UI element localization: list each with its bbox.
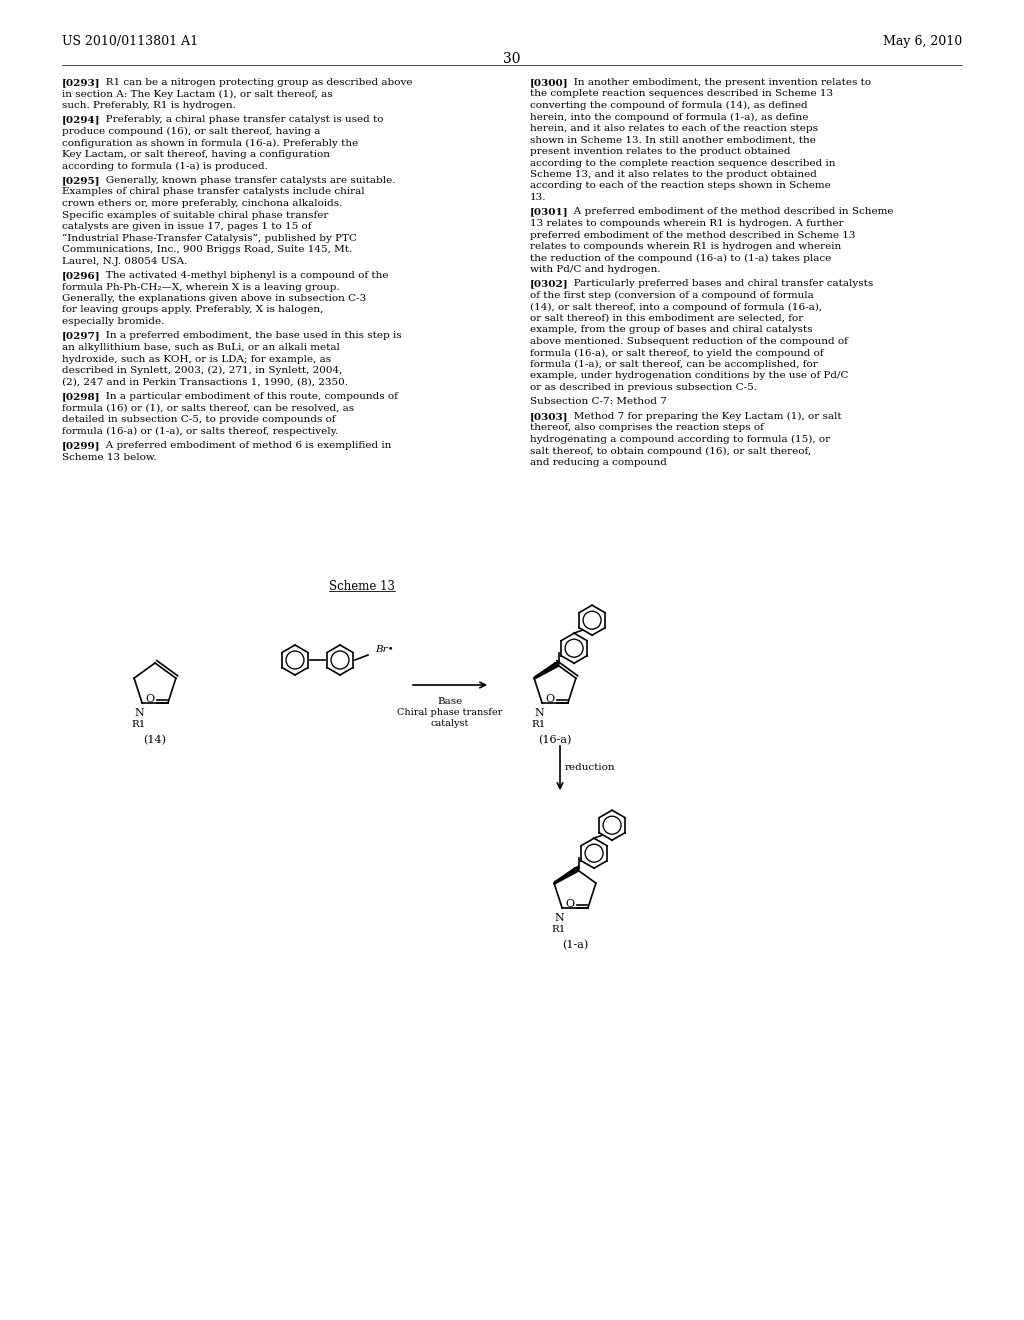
Text: May 6, 2010: May 6, 2010 — [883, 36, 962, 48]
Text: Generally, the explanations given above in subsection C-3: Generally, the explanations given above … — [62, 294, 367, 304]
Text: [0298]: [0298] — [62, 392, 100, 401]
Text: hydrogenating a compound according to formula (15), or: hydrogenating a compound according to fo… — [530, 436, 830, 444]
Text: salt thereof, to obtain compound (16), or salt thereof,: salt thereof, to obtain compound (16), o… — [530, 446, 811, 455]
Text: O: O — [145, 694, 155, 704]
Text: in section A: The Key Lactam (1), or salt thereof, as: in section A: The Key Lactam (1), or sal… — [62, 90, 333, 99]
Text: Key Lactam, or salt thereof, having a configuration: Key Lactam, or salt thereof, having a co… — [62, 150, 330, 158]
Text: configuration as shown in formula (16-a). Preferably the: configuration as shown in formula (16-a)… — [62, 139, 358, 148]
Text: relates to compounds wherein R1 is hydrogen and wherein: relates to compounds wherein R1 is hydro… — [530, 242, 842, 251]
Text: (16-a): (16-a) — [539, 735, 571, 746]
Text: according to formula (1-a) is produced.: according to formula (1-a) is produced. — [62, 161, 268, 170]
Text: Base: Base — [437, 697, 463, 706]
Text: Generally, known phase transfer catalysts are suitable.: Generally, known phase transfer catalyst… — [96, 176, 395, 185]
Text: (2), 247 and in Perkin Transactions 1, 1990, (8), 2350.: (2), 247 and in Perkin Transactions 1, 1… — [62, 378, 348, 387]
Text: R1: R1 — [531, 721, 546, 729]
Text: N: N — [134, 708, 144, 718]
Text: for leaving groups apply. Preferably, X is halogen,: for leaving groups apply. Preferably, X … — [62, 305, 324, 314]
Text: converting the compound of formula (14), as defined: converting the compound of formula (14),… — [530, 102, 808, 110]
Text: Method 7 for preparing the Key Lactam (1), or salt: Method 7 for preparing the Key Lactam (1… — [564, 412, 842, 421]
Text: above mentioned. Subsequent reduction of the compound of: above mentioned. Subsequent reduction of… — [530, 337, 848, 346]
Text: [0297]: [0297] — [62, 331, 100, 341]
Text: O: O — [546, 694, 554, 704]
Text: especially bromide.: especially bromide. — [62, 317, 165, 326]
Text: or salt thereof) in this embodiment are selected, for: or salt thereof) in this embodiment are … — [530, 314, 803, 323]
Text: [0294]: [0294] — [62, 116, 100, 124]
Text: Subsection C-7: Method 7: Subsection C-7: Method 7 — [530, 397, 667, 407]
Text: such. Preferably, R1 is hydrogen.: such. Preferably, R1 is hydrogen. — [62, 102, 236, 110]
Polygon shape — [535, 660, 559, 680]
Text: catalyst: catalyst — [431, 719, 469, 729]
Text: Scheme 13, and it also relates to the product obtained: Scheme 13, and it also relates to the pr… — [530, 170, 817, 180]
Text: formula (1-a), or salt thereof, can be accomplished, for: formula (1-a), or salt thereof, can be a… — [530, 360, 818, 370]
Text: [0293]: [0293] — [62, 78, 100, 87]
Text: produce compound (16), or salt thereof, having a: produce compound (16), or salt thereof, … — [62, 127, 321, 136]
Text: [0300]: [0300] — [530, 78, 568, 87]
Text: The activated 4-methyl biphenyl is a compound of the: The activated 4-methyl biphenyl is a com… — [96, 271, 388, 280]
Text: In a preferred embodiment, the base used in this step is: In a preferred embodiment, the base used… — [96, 331, 401, 341]
Text: formula (16-a) or (1-a), or salts thereof, respectively.: formula (16-a) or (1-a), or salts thereo… — [62, 426, 338, 436]
Text: [0296]: [0296] — [62, 271, 100, 280]
Text: Particularly preferred bases and chiral transfer catalysts: Particularly preferred bases and chiral … — [564, 280, 873, 289]
Text: the reduction of the compound (16-a) to (1-a) takes place: the reduction of the compound (16-a) to … — [530, 253, 831, 263]
Text: of the first step (conversion of a compound of formula: of the first step (conversion of a compo… — [530, 290, 814, 300]
Text: formula (16-a), or salt thereof, to yield the compound of: formula (16-a), or salt thereof, to yiel… — [530, 348, 823, 358]
Text: Preferably, a chiral phase transfer catalyst is used to: Preferably, a chiral phase transfer cata… — [96, 116, 384, 124]
Text: [0301]: [0301] — [530, 207, 568, 216]
Text: Chiral phase transfer: Chiral phase transfer — [397, 708, 503, 717]
Text: with Pd/C and hydrogen.: with Pd/C and hydrogen. — [530, 265, 660, 275]
Text: R1 can be a nitrogen protecting group as described above: R1 can be a nitrogen protecting group as… — [96, 78, 413, 87]
Text: [0299]: [0299] — [62, 441, 100, 450]
Text: (1-a): (1-a) — [562, 940, 588, 950]
Text: In a particular embodiment of this route, compounds of: In a particular embodiment of this route… — [96, 392, 398, 401]
Text: 13 relates to compounds wherein R1 is hydrogen. A further: 13 relates to compounds wherein R1 is hy… — [530, 219, 844, 228]
Text: N: N — [554, 913, 564, 923]
Text: or as described in previous subsection C-5.: or as described in previous subsection C… — [530, 383, 757, 392]
Text: Communications, Inc., 900 Briggs Road, Suite 145, Mt.: Communications, Inc., 900 Briggs Road, S… — [62, 246, 352, 253]
Text: Br•: Br• — [375, 645, 394, 655]
Text: Specific examples of suitable chiral phase transfer: Specific examples of suitable chiral pha… — [62, 210, 329, 219]
Text: “Industrial Phase-Transfer Catalysis”, published by PTC: “Industrial Phase-Transfer Catalysis”, p… — [62, 234, 357, 243]
Text: 13.: 13. — [530, 193, 547, 202]
Text: according to each of the reaction steps shown in Scheme: according to each of the reaction steps … — [530, 181, 830, 190]
Text: preferred embodiment of the method described in Scheme 13: preferred embodiment of the method descr… — [530, 231, 855, 239]
Text: Scheme 13: Scheme 13 — [329, 579, 395, 593]
Text: an alkyllithium base, such as BuLi, or an alkali metal: an alkyllithium base, such as BuLi, or a… — [62, 343, 340, 352]
Text: [0302]: [0302] — [530, 280, 568, 289]
Text: according to the complete reaction sequence described in: according to the complete reaction seque… — [530, 158, 836, 168]
Text: the complete reaction sequences described in Scheme 13: the complete reaction sequences describe… — [530, 90, 834, 99]
Text: A preferred embodiment of method 6 is exemplified in: A preferred embodiment of method 6 is ex… — [96, 441, 391, 450]
Text: Scheme 13 below.: Scheme 13 below. — [62, 453, 157, 462]
Text: example, under hydrogenation conditions by the use of Pd/C: example, under hydrogenation conditions … — [530, 371, 849, 380]
Text: herein, and it also relates to each of the reaction steps: herein, and it also relates to each of t… — [530, 124, 818, 133]
Text: detailed in subsection C-5, to provide compounds of: detailed in subsection C-5, to provide c… — [62, 414, 336, 424]
Text: thereof, also comprises the reaction steps of: thereof, also comprises the reaction ste… — [530, 424, 764, 433]
Text: In another embodiment, the present invention relates to: In another embodiment, the present inven… — [564, 78, 871, 87]
Polygon shape — [554, 865, 580, 884]
Text: example, from the group of bases and chiral catalysts: example, from the group of bases and chi… — [530, 326, 812, 334]
Text: formula (16) or (1), or salts thereof, can be resolved, as: formula (16) or (1), or salts thereof, c… — [62, 404, 354, 412]
Text: Laurel, N.J. 08054 USA.: Laurel, N.J. 08054 USA. — [62, 256, 187, 265]
Text: 30: 30 — [503, 51, 521, 66]
Text: Examples of chiral phase transfer catalysts include chiral: Examples of chiral phase transfer cataly… — [62, 187, 365, 197]
Text: hydroxide, such as KOH, or is LDA; for example, as: hydroxide, such as KOH, or is LDA; for e… — [62, 355, 331, 363]
Text: (14): (14) — [143, 735, 167, 746]
Text: crown ethers or, more preferably, cinchona alkaloids.: crown ethers or, more preferably, cincho… — [62, 199, 342, 209]
Text: catalysts are given in issue 17, pages 1 to 15 of: catalysts are given in issue 17, pages 1… — [62, 222, 311, 231]
Text: [0295]: [0295] — [62, 176, 100, 185]
Text: R1: R1 — [132, 721, 146, 729]
Text: shown in Scheme 13. In still another embodiment, the: shown in Scheme 13. In still another emb… — [530, 136, 816, 144]
Text: described in Synlett, 2003, (2), 271, in Synlett, 2004,: described in Synlett, 2003, (2), 271, in… — [62, 366, 342, 375]
Text: formula Ph-Ph-CH₂—X, wherein X is a leaving group.: formula Ph-Ph-CH₂—X, wherein X is a leav… — [62, 282, 340, 292]
Text: US 2010/0113801 A1: US 2010/0113801 A1 — [62, 36, 198, 48]
Text: R1: R1 — [552, 925, 566, 935]
Text: O: O — [565, 899, 574, 908]
Text: (14), or salt thereof, into a compound of formula (16-a),: (14), or salt thereof, into a compound o… — [530, 302, 822, 312]
Text: herein, into the compound of formula (1-a), as define: herein, into the compound of formula (1-… — [530, 112, 808, 121]
Text: A preferred embodiment of the method described in Scheme: A preferred embodiment of the method des… — [564, 207, 894, 216]
Text: present invention relates to the product obtained: present invention relates to the product… — [530, 147, 791, 156]
Text: and reducing a compound: and reducing a compound — [530, 458, 667, 467]
Text: reduction: reduction — [565, 763, 615, 772]
Text: [0303]: [0303] — [530, 412, 568, 421]
Text: N: N — [535, 708, 544, 718]
